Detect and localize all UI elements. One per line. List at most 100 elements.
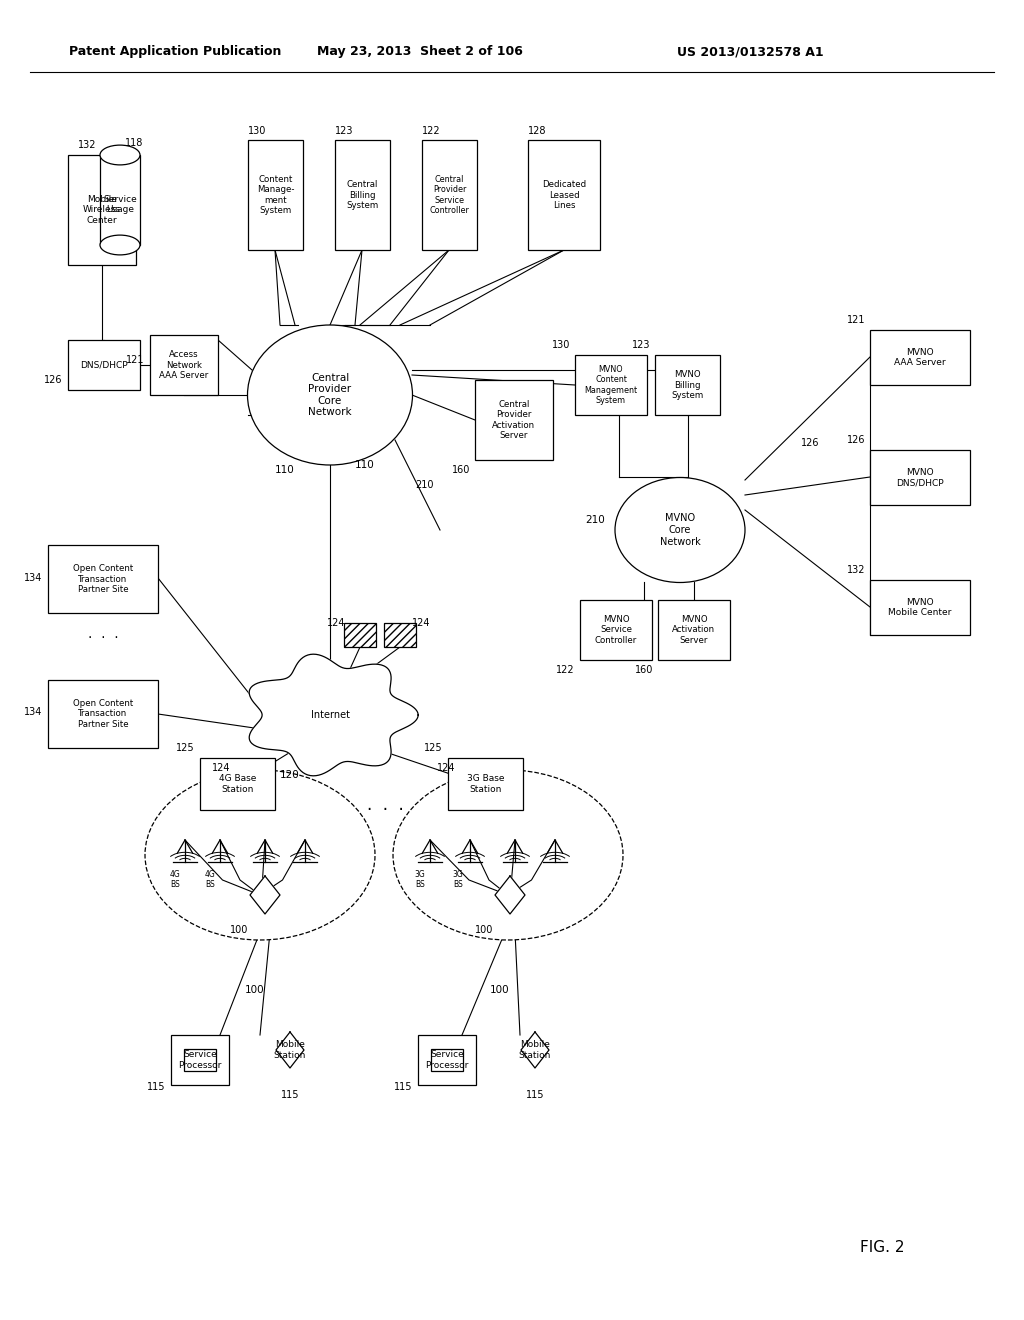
Text: 4G Base
Station: 4G Base Station bbox=[219, 775, 256, 793]
Text: May 23, 2013  Sheet 2 of 106: May 23, 2013 Sheet 2 of 106 bbox=[317, 45, 523, 58]
Ellipse shape bbox=[145, 770, 375, 940]
Polygon shape bbox=[249, 655, 418, 776]
Text: Dedicated
Leased
Lines: Dedicated Leased Lines bbox=[542, 180, 586, 210]
Text: ·  ·  ·: · · · bbox=[88, 631, 119, 645]
Text: Content
Manage-
ment
System: Content Manage- ment System bbox=[257, 176, 294, 215]
Text: Access
Network
AAA Server: Access Network AAA Server bbox=[160, 350, 209, 380]
Text: 121: 121 bbox=[847, 315, 865, 325]
Text: 126: 126 bbox=[847, 436, 865, 445]
Text: 130: 130 bbox=[552, 341, 570, 350]
Text: 4G
BS: 4G BS bbox=[170, 870, 180, 890]
FancyBboxPatch shape bbox=[870, 450, 970, 506]
Text: 134: 134 bbox=[24, 708, 42, 717]
Text: 118: 118 bbox=[125, 139, 143, 148]
FancyBboxPatch shape bbox=[528, 140, 600, 249]
Text: 123: 123 bbox=[335, 125, 353, 136]
Text: Mobile
Station: Mobile Station bbox=[273, 1040, 306, 1060]
Text: 132: 132 bbox=[78, 140, 96, 150]
Text: 110: 110 bbox=[355, 459, 375, 470]
Text: 210: 210 bbox=[415, 480, 433, 490]
Text: MVNO
AAA Server: MVNO AAA Server bbox=[894, 347, 946, 367]
FancyBboxPatch shape bbox=[48, 680, 158, 748]
Text: 124: 124 bbox=[327, 618, 345, 628]
FancyBboxPatch shape bbox=[229, 768, 261, 792]
FancyBboxPatch shape bbox=[48, 545, 158, 612]
Text: 210: 210 bbox=[586, 515, 605, 525]
Ellipse shape bbox=[100, 145, 140, 165]
FancyBboxPatch shape bbox=[575, 355, 647, 414]
FancyBboxPatch shape bbox=[449, 758, 523, 810]
Text: Mobile
Station: Mobile Station bbox=[519, 1040, 551, 1060]
Polygon shape bbox=[521, 1032, 549, 1068]
Text: DNS/DHCP: DNS/DHCP bbox=[80, 360, 128, 370]
Text: Internet: Internet bbox=[310, 710, 349, 719]
Text: 124: 124 bbox=[212, 763, 230, 774]
FancyBboxPatch shape bbox=[655, 355, 720, 414]
FancyBboxPatch shape bbox=[150, 335, 218, 395]
FancyBboxPatch shape bbox=[658, 601, 730, 660]
Text: 115: 115 bbox=[146, 1082, 165, 1092]
Text: 160: 160 bbox=[635, 665, 653, 675]
Polygon shape bbox=[495, 876, 525, 913]
Text: 3G
BS: 3G BS bbox=[415, 870, 425, 890]
FancyBboxPatch shape bbox=[335, 140, 390, 249]
Ellipse shape bbox=[615, 478, 745, 582]
Text: 115: 115 bbox=[393, 1082, 412, 1092]
FancyBboxPatch shape bbox=[475, 380, 553, 459]
Text: 123: 123 bbox=[632, 341, 650, 350]
Text: 120: 120 bbox=[281, 770, 300, 780]
Text: Central
Provider
Activation
Server: Central Provider Activation Server bbox=[493, 400, 536, 440]
Text: Patent Application Publication: Patent Application Publication bbox=[69, 45, 282, 58]
FancyBboxPatch shape bbox=[422, 140, 477, 249]
Text: 126: 126 bbox=[43, 375, 62, 385]
FancyBboxPatch shape bbox=[431, 1049, 463, 1072]
FancyBboxPatch shape bbox=[68, 154, 136, 265]
Text: 4G
BS: 4G BS bbox=[205, 870, 215, 890]
Text: 125: 125 bbox=[176, 743, 195, 752]
Text: Central
Provider
Core
Network: Central Provider Core Network bbox=[308, 372, 352, 417]
Text: 122: 122 bbox=[556, 665, 575, 675]
FancyBboxPatch shape bbox=[418, 1035, 476, 1085]
Text: 115: 115 bbox=[525, 1090, 544, 1100]
Text: Mobile
Wireless
Center: Mobile Wireless Center bbox=[83, 195, 121, 224]
Text: MVNO
DNS/DHCP: MVNO DNS/DHCP bbox=[896, 467, 944, 487]
Text: 124: 124 bbox=[436, 763, 455, 774]
Text: 160: 160 bbox=[452, 465, 470, 475]
Text: 121: 121 bbox=[126, 355, 144, 366]
Text: Open Content
Transaction
Partner Site: Open Content Transaction Partner Site bbox=[73, 700, 133, 729]
Text: 124: 124 bbox=[412, 618, 430, 628]
Text: MVNO
Content
Management
System: MVNO Content Management System bbox=[585, 364, 638, 405]
FancyBboxPatch shape bbox=[870, 579, 970, 635]
Text: 125: 125 bbox=[424, 743, 443, 752]
FancyBboxPatch shape bbox=[870, 330, 970, 385]
Text: 100: 100 bbox=[245, 985, 265, 995]
Text: 3G Base
Station: 3G Base Station bbox=[467, 775, 504, 793]
Ellipse shape bbox=[248, 325, 413, 465]
Text: Central
Billing
System: Central Billing System bbox=[346, 180, 379, 210]
Text: Central
Provider
Service
Controller: Central Provider Service Controller bbox=[429, 176, 469, 215]
Text: Service
Usage: Service Usage bbox=[103, 195, 137, 214]
Text: MVNO
Mobile Center: MVNO Mobile Center bbox=[888, 598, 951, 618]
Text: 115: 115 bbox=[281, 1090, 299, 1100]
Polygon shape bbox=[276, 1032, 304, 1068]
Text: ·  ·  ·: · · · bbox=[367, 801, 403, 818]
FancyBboxPatch shape bbox=[68, 341, 140, 389]
Ellipse shape bbox=[393, 770, 623, 940]
FancyBboxPatch shape bbox=[344, 623, 376, 647]
Text: 100: 100 bbox=[229, 925, 248, 935]
Text: 132: 132 bbox=[847, 565, 865, 576]
FancyBboxPatch shape bbox=[200, 758, 275, 810]
Text: 128: 128 bbox=[528, 125, 547, 136]
Text: MVNO
Activation
Server: MVNO Activation Server bbox=[673, 615, 716, 645]
Text: 122: 122 bbox=[422, 125, 440, 136]
FancyBboxPatch shape bbox=[184, 1049, 216, 1072]
Text: 100: 100 bbox=[490, 985, 510, 995]
Ellipse shape bbox=[100, 235, 140, 255]
Text: MVNO
Core
Network: MVNO Core Network bbox=[659, 513, 700, 546]
Text: 110: 110 bbox=[275, 465, 295, 475]
Text: MVNO
Billing
System: MVNO Billing System bbox=[672, 370, 703, 400]
FancyBboxPatch shape bbox=[171, 1035, 229, 1085]
Polygon shape bbox=[250, 876, 280, 913]
FancyBboxPatch shape bbox=[384, 623, 416, 647]
FancyBboxPatch shape bbox=[248, 140, 303, 249]
